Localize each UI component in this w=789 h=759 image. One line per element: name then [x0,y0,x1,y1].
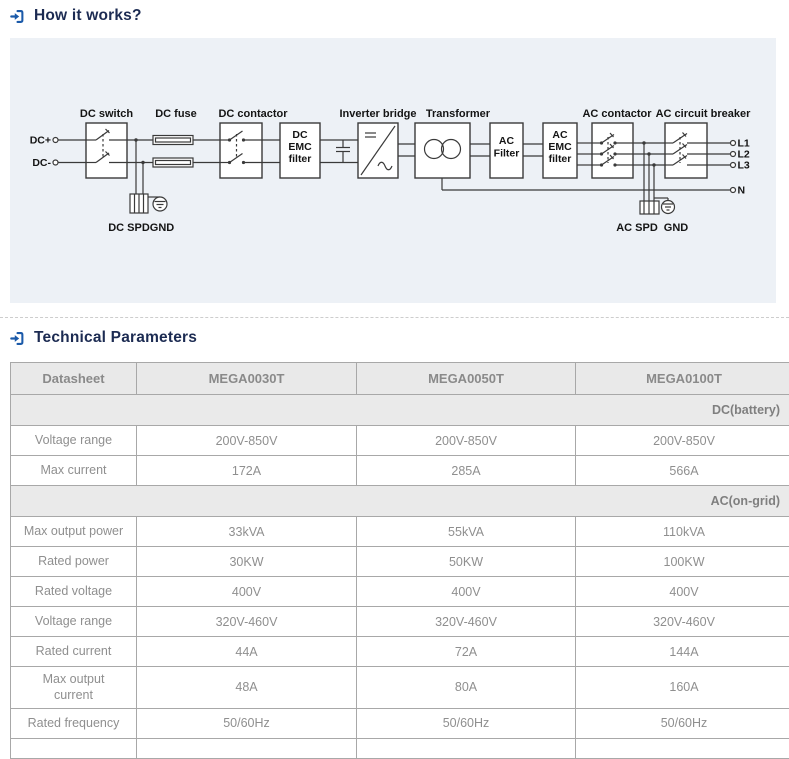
table-row: Rated power 30KW 50KW 100KW [10,546,789,577]
cell-value: 400V [136,576,357,607]
section-label: DC(battery) [10,394,789,426]
junction-dots [134,138,656,167]
terminal-dc-plus: DC+ [30,135,51,147]
table-row: Max output power 33kVA 55kVA 110kVA [10,516,789,547]
cell-value: 30KW [136,546,357,577]
cell-value: 200V-850V [575,425,789,456]
cell-value: 200V-850V [356,425,576,456]
cell-value: 72A [356,636,576,667]
label-dc-spd: DC SPD [108,222,150,234]
terminal-dc-minus: DC- [32,157,51,169]
cell-value: 100KW [575,546,789,577]
ac-emc-filter-line3: filter [549,153,572,165]
ac-emc-filter-line2: EMC [548,141,572,153]
arrow-bracket-icon [10,9,24,23]
row-label: Max current [10,455,137,486]
table-row-clipped [10,737,789,759]
cell-value: 320V-460V [356,606,576,637]
label-gnd-ac: GND [664,222,689,234]
cell-empty [575,737,789,759]
cell-value: 320V-460V [136,606,357,637]
cell-value: 172A [136,455,357,486]
label-dc-fuse: DC fuse [155,108,197,120]
col-header-model: MEGA0100T [575,362,789,395]
technical-parameters-heading: Technical Parameters [10,329,197,347]
label-ac-contactor: AC contactor [582,108,652,120]
terminal-n: N [738,185,746,197]
label-ac-spd: AC SPD [616,222,658,234]
table-row: Voltage range 200V-850V 200V-850V 200V-850V [10,425,789,456]
dc-emc-filter-line3: filter [289,153,312,165]
table-section-row: AC(on-grid) [10,485,789,517]
label-ac-circuit-breaker: AC circuit breaker [656,108,751,120]
cell-empty [356,737,576,759]
cell-value: 80A [356,666,576,709]
label-dc-contactor: DC contactor [218,108,288,120]
cell-value: 50/60Hz [575,707,789,739]
cell-empty [10,737,137,759]
row-label: Rated current [10,636,137,667]
how-it-works-panel: DC switch DC fuse DC contactor Inverter … [10,38,776,303]
cell-value: 50/60Hz [356,707,576,739]
terminal-l2: L2 [738,149,750,161]
ac-filter-line2: Filter [494,148,520,160]
section-title-text: How it works? [34,7,142,24]
table-row: Rated frequency 50/60Hz 50/60Hz 50/60Hz [10,707,789,739]
technical-parameters-table: Datasheet MEGA0030T MEGA0050T MEGA0100T DC(… [10,362,789,759]
cell-value: 50KW [356,546,576,577]
how-it-works-heading: How it works? [10,7,142,25]
row-label: Voltage range [10,606,137,637]
row-label: Rated power [10,546,137,577]
table-section-row: DC(battery) [10,394,789,426]
cell-value: 400V [356,576,576,607]
label-inverter-bridge: Inverter bridge [339,108,416,120]
ac-emc-filter-line1: AC [552,129,568,141]
cell-value: 33kVA [136,516,357,547]
col-header-model: MEGA0050T [356,362,576,395]
table-row: Rated voltage 400V 400V 400V [10,576,789,607]
cell-value: 160A [575,666,789,709]
circuit-diagram: DC switch DC fuse DC contactor Inverter … [30,108,751,234]
terminal-l1: L1 [738,138,750,150]
cell-value: 110kVA [575,516,789,547]
cell-value: 48A [136,666,357,709]
cell-value: 50/60Hz [136,707,357,739]
row-label: Max output current [10,666,137,709]
section-title-text: Technical Parameters [34,329,198,346]
row-label: Rated frequency [10,707,137,739]
table-row: Rated current 44A 72A 144A [10,636,789,667]
row-label: Max output power [10,516,137,547]
cell-value: 400V [575,576,789,607]
cell-value: 566A [575,455,789,486]
cell-empty [136,737,357,759]
cell-value: 320V-460V [575,606,789,637]
arrow-bracket-icon [10,331,24,345]
terminal-l3: L3 [738,160,750,172]
label-transformer: Transformer [426,108,491,120]
row-label: Rated voltage [10,576,137,607]
dc-emc-filter-line1: DC [292,129,308,141]
cell-value: 144A [575,636,789,667]
table-row: Max current 172A 285A 566A [10,455,789,486]
table-body: DC(battery) Voltage range 200V-850V 200V-85… [10,394,789,759]
dc-emc-filter-line2: EMC [288,141,312,153]
ac-filter-line1: AC [499,135,515,147]
cell-value: 285A [356,455,576,486]
col-header-datasheet: Datasheet [10,362,137,395]
table-row: Max output current 48A 80A 160A [10,666,789,709]
label-dc-switch: DC switch [80,108,133,120]
col-header-model: MEGA0030T [136,362,357,395]
cell-value: 55kVA [356,516,576,547]
cell-value: 200V-850V [136,425,357,456]
label-gnd-dc: GND [150,222,175,234]
cell-value: 44A [136,636,357,667]
table-row: Voltage range 320V-460V 320V-460V 320V-460V [10,606,789,637]
table-header-row: Datasheet MEGA0030T MEGA0050T MEGA0100T [10,362,789,395]
dashed-divider [0,317,789,318]
table-header: Datasheet MEGA0030T MEGA0050T MEGA0100T [10,362,789,395]
section-label: AC(on-grid) [10,485,789,517]
row-label: Voltage range [10,425,137,456]
